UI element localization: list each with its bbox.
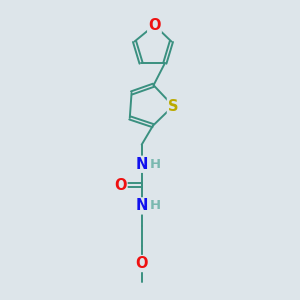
Text: N: N	[136, 157, 148, 172]
Text: N: N	[136, 198, 148, 213]
Text: O: O	[114, 178, 127, 193]
Text: O: O	[135, 256, 148, 271]
Text: S: S	[168, 98, 178, 113]
Text: H: H	[150, 200, 161, 212]
Text: H: H	[150, 158, 161, 171]
Text: O: O	[148, 18, 161, 33]
